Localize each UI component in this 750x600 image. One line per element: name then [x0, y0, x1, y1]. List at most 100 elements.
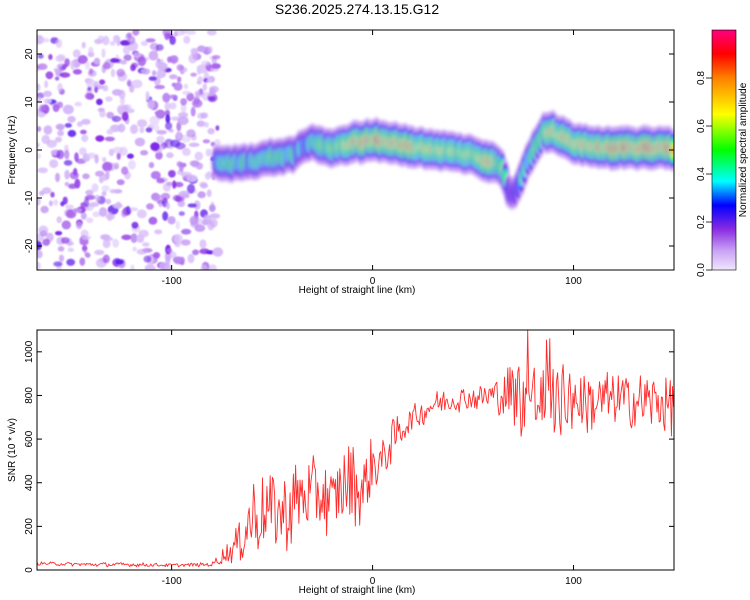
noise-blob	[199, 181, 208, 188]
noise-blob	[165, 121, 173, 131]
noise-blob	[81, 235, 92, 240]
noise-blob	[43, 125, 53, 135]
noise-blob	[79, 240, 89, 246]
noise-blob	[146, 203, 154, 210]
noise-blob	[58, 254, 65, 262]
noise-blob	[153, 194, 164, 203]
noise-blob	[87, 152, 97, 159]
noise-blob	[102, 161, 113, 172]
noise-blob	[116, 152, 121, 160]
noise-blob	[99, 110, 106, 118]
noise-blob	[121, 234, 132, 241]
noise-blob	[48, 200, 53, 207]
noise-blob	[73, 168, 78, 176]
noise-blob	[37, 167, 48, 174]
noise-blob	[180, 103, 187, 113]
noise-blob	[178, 112, 189, 118]
noise-blob	[110, 58, 120, 63]
noise-blob	[145, 38, 156, 43]
noise-blob	[42, 238, 51, 246]
noise-blob	[39, 37, 50, 43]
noise-blob	[130, 264, 135, 270]
noise-blob	[162, 211, 169, 221]
noise-blob	[63, 159, 73, 166]
noise-blob	[102, 157, 107, 163]
noise-blob	[130, 64, 136, 72]
noise-blob	[122, 105, 129, 111]
noise-blob	[180, 239, 191, 246]
noise-blob	[178, 190, 190, 198]
noise-blob	[37, 63, 48, 70]
noise-blob	[162, 92, 171, 103]
noise-blob	[88, 202, 100, 207]
noise-blob	[102, 254, 110, 264]
noise-blob	[175, 220, 180, 230]
noise-blob	[200, 264, 208, 270]
noise-blob	[76, 221, 83, 230]
y-tick-label: 1000	[24, 340, 35, 363]
noise-blob	[192, 249, 200, 256]
noise-blob	[212, 55, 221, 60]
noise-blob	[110, 68, 116, 78]
noise-blob	[136, 209, 147, 219]
colorbar-frame	[711, 29, 737, 271]
noise-blob	[82, 244, 88, 253]
noise-blob	[55, 231, 63, 236]
noise-blob	[168, 170, 176, 178]
noise-blob	[208, 95, 216, 102]
y-tick-label: 0	[24, 147, 35, 153]
noise-blob	[102, 85, 109, 92]
noise-blob	[64, 181, 70, 187]
colorbar-tick-label: 0.2	[696, 215, 707, 229]
noise-blob	[56, 149, 65, 160]
colorbar-tick-label: 0.6	[696, 119, 707, 133]
noise-blob	[64, 58, 70, 67]
noise-blob	[37, 92, 45, 99]
noise-blob	[153, 252, 161, 259]
noise-blob	[79, 147, 87, 156]
noise-blob	[180, 98, 188, 106]
noise-blob	[44, 80, 49, 89]
noise-blob	[155, 109, 166, 119]
noise-blob	[88, 68, 94, 75]
noise-blob	[94, 249, 105, 256]
noise-blob	[55, 39, 63, 48]
noise-blob	[130, 233, 138, 244]
noise-blob	[99, 79, 106, 85]
noise-blob	[117, 123, 126, 133]
noise-blob	[127, 160, 136, 170]
noise-blob	[119, 97, 126, 105]
noise-blob	[186, 129, 196, 138]
x-tick-label: 100	[565, 276, 582, 287]
noise-blob	[215, 125, 220, 131]
noise-blob	[54, 76, 60, 81]
noise-blob	[70, 60, 76, 70]
noise-blob	[79, 257, 86, 266]
noise-blob	[80, 202, 87, 208]
noise-blob	[201, 60, 211, 66]
noise-blob	[172, 256, 184, 264]
noise-blob	[120, 59, 127, 65]
noise-blob	[187, 203, 198, 208]
noise-blob	[138, 229, 149, 238]
noise-blob	[206, 30, 217, 36]
noise-blob	[130, 124, 138, 135]
noise-blob	[62, 104, 74, 115]
noise-blob	[189, 160, 200, 167]
noise-blob	[209, 213, 221, 219]
noise-blob	[126, 153, 134, 159]
noise-blob	[199, 239, 207, 249]
noise-blob	[162, 182, 171, 192]
noise-blob	[88, 46, 94, 56]
noise-blob	[94, 38, 103, 45]
noise-blob	[86, 217, 94, 224]
noise-blob	[87, 86, 92, 92]
noise-blob	[72, 69, 82, 75]
noise-blob	[186, 30, 196, 35]
noise-blob	[177, 200, 186, 207]
noise-blob	[182, 147, 191, 156]
noise-blob	[37, 250, 43, 259]
noise-blob	[74, 152, 79, 162]
noise-blob	[177, 76, 182, 83]
